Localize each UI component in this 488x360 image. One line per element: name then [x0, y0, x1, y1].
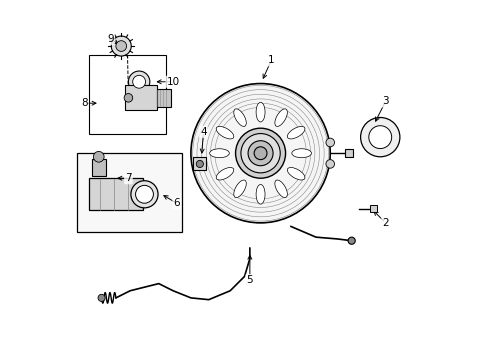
Ellipse shape — [287, 167, 305, 180]
Circle shape — [368, 126, 391, 149]
Ellipse shape — [274, 109, 287, 126]
Circle shape — [190, 84, 329, 223]
Ellipse shape — [256, 102, 264, 122]
Ellipse shape — [233, 109, 246, 126]
Bar — [91, 158, 106, 176]
Circle shape — [347, 237, 354, 244]
Bar — [157, 89, 171, 107]
Bar — [193, 157, 206, 170]
Ellipse shape — [216, 167, 233, 180]
Text: 10: 10 — [166, 77, 179, 87]
Circle shape — [360, 117, 399, 157]
Ellipse shape — [233, 180, 246, 198]
Circle shape — [131, 181, 158, 208]
Text: 8: 8 — [81, 98, 88, 108]
Bar — [77, 153, 182, 232]
Bar — [369, 205, 376, 212]
Circle shape — [111, 36, 131, 56]
Text: 3: 3 — [382, 96, 388, 107]
Text: 2: 2 — [382, 218, 388, 228]
Ellipse shape — [209, 149, 229, 158]
Circle shape — [241, 134, 280, 173]
Circle shape — [235, 128, 285, 178]
Circle shape — [132, 75, 145, 88]
Bar — [89, 178, 142, 210]
Text: 6: 6 — [173, 198, 180, 208]
Bar — [344, 149, 353, 157]
Text: 1: 1 — [267, 55, 274, 65]
Circle shape — [325, 159, 334, 168]
Circle shape — [247, 141, 272, 166]
Circle shape — [325, 138, 334, 147]
Ellipse shape — [256, 184, 264, 204]
Circle shape — [124, 94, 132, 102]
Bar — [89, 55, 165, 134]
Ellipse shape — [287, 126, 305, 139]
Bar — [124, 85, 157, 111]
Circle shape — [128, 71, 149, 93]
Ellipse shape — [274, 180, 287, 198]
Ellipse shape — [216, 126, 233, 139]
Text: 9: 9 — [107, 34, 114, 44]
Text: 4: 4 — [200, 127, 206, 137]
Circle shape — [98, 294, 105, 301]
Circle shape — [116, 41, 126, 51]
Ellipse shape — [291, 149, 311, 158]
Text: 7: 7 — [125, 173, 131, 183]
Circle shape — [196, 160, 203, 167]
Circle shape — [93, 152, 104, 162]
Text: 5: 5 — [246, 275, 253, 285]
Circle shape — [254, 147, 266, 159]
Circle shape — [135, 185, 153, 203]
